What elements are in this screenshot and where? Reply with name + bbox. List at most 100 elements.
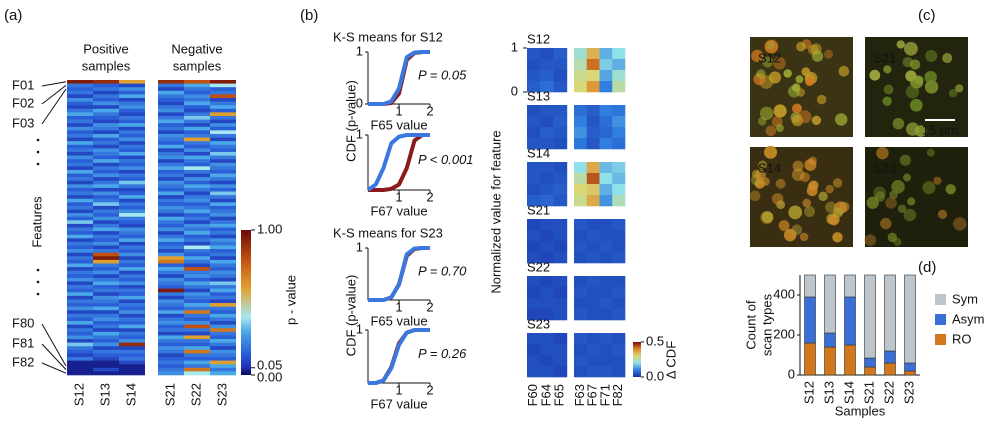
- cell-blob: [804, 206, 816, 217]
- heatmap-cell: [540, 70, 554, 82]
- heatmap-cell: [93, 274, 119, 279]
- heatmap-cell: [119, 126, 145, 131]
- heatmap-cell: [67, 133, 93, 138]
- bar-segment: [864, 366, 876, 376]
- heatmap-cell: [67, 285, 93, 289]
- heatmap-cell: [586, 105, 600, 117]
- heatmap-cell: [93, 205, 119, 210]
- heatmap-cell: [184, 349, 210, 354]
- heatmap-cell: [119, 288, 145, 293]
- heatmap-cell: [184, 259, 210, 264]
- heatmap-cell: [67, 184, 93, 189]
- heatmap-cell: [184, 324, 210, 329]
- heatmap-cell: [553, 116, 568, 128]
- heatmap-cell: [93, 231, 119, 235]
- heatmap-cell: [119, 155, 145, 160]
- heatmap-cell: [119, 90, 145, 95]
- heatmap-cell: [210, 108, 236, 113]
- x-tick-label: F60: [525, 384, 540, 406]
- heatmap-cell: [119, 346, 145, 351]
- cell-blob: [787, 85, 801, 98]
- heatmap-cell: [210, 342, 236, 347]
- heatmap-cell: [184, 184, 210, 189]
- heatmap-cell: [119, 202, 145, 207]
- heatmap-cell: [210, 357, 236, 361]
- heatmap-cell: [527, 333, 541, 345]
- heatmap-cell: [93, 115, 119, 120]
- heatmap-cell: [184, 223, 210, 228]
- heatmap-cell: [158, 141, 184, 146]
- bar-segment: [864, 274, 876, 359]
- cell-blob: [759, 106, 774, 121]
- heatmap-cell: [93, 303, 119, 307]
- heatmap-cell: [574, 162, 588, 174]
- heatmap-cell: [540, 173, 554, 185]
- heatmap-cell: [93, 277, 119, 282]
- image-label: S12: [758, 50, 781, 65]
- cell-blob: [761, 177, 770, 186]
- heatmap-cell: [67, 108, 93, 113]
- heatmap-cell: [119, 195, 145, 200]
- heatmap-cell: [184, 371, 210, 376]
- cell-blob: [864, 234, 877, 246]
- heatmap-cell: [158, 184, 184, 189]
- x-tick-label: S14: [841, 381, 856, 404]
- heatmap-cell: [184, 274, 210, 279]
- heatmap-cell: [67, 342, 93, 347]
- axes: [799, 275, 920, 376]
- heatmap-cell: [158, 306, 184, 311]
- legend-label: Sym: [952, 291, 978, 306]
- heatmap-cell: [67, 119, 93, 124]
- heatmap-cell: [67, 292, 93, 297]
- heatmap-cell: [67, 303, 93, 307]
- cell-blob: [751, 49, 764, 63]
- heatmap-cell: [67, 223, 93, 228]
- x-tick-label: S21: [861, 381, 876, 404]
- heatmap-cell: [67, 335, 93, 340]
- heatmap-cell: [93, 159, 119, 164]
- heatmap-cell: [67, 209, 93, 214]
- group-title: samples: [173, 58, 222, 73]
- x-tick-label: S23: [901, 381, 916, 404]
- heatmap-cell: [93, 87, 119, 92]
- heatmap-cell: [67, 274, 93, 279]
- heatmap-cell: [612, 366, 626, 378]
- row-label: F82: [12, 354, 34, 369]
- heatmap-cell: [67, 324, 93, 329]
- heatmap-cell: [67, 101, 93, 106]
- heatmap-cell: [612, 138, 626, 150]
- heatmap-cell: [210, 198, 236, 203]
- heatmap-cell: [119, 83, 145, 88]
- heatmap-cell: [67, 144, 93, 149]
- heatmap-cell: [93, 288, 119, 293]
- heatmap-cell: [93, 227, 119, 232]
- heatmap-cell: [210, 241, 236, 246]
- cell-blob: [897, 204, 907, 214]
- heatmap-cell: [119, 148, 145, 153]
- heatmap-cell: [210, 148, 236, 153]
- heatmap-cell: [67, 310, 93, 315]
- heatmap-cell: [119, 191, 145, 196]
- x-tick-label: F65: [552, 384, 567, 406]
- heatmap-cell: [574, 116, 588, 128]
- heatmap-cell: [93, 339, 119, 343]
- cell-blob: [907, 197, 916, 206]
- heatmap-cell: [158, 159, 184, 164]
- heatmap-cell: [119, 177, 145, 182]
- heatmap-cell: [540, 184, 554, 196]
- heatmap-cell: [93, 184, 119, 189]
- cdf-line: [368, 50, 430, 106]
- heatmap-cell: [67, 357, 93, 361]
- heatmap-cell: [184, 83, 210, 88]
- x-tick-label: 2: [426, 382, 433, 397]
- heatmap-cell: [586, 59, 600, 71]
- heatmap-cell: [184, 209, 210, 214]
- heatmap-cell: [93, 123, 119, 128]
- heatmap-cell: [93, 353, 119, 358]
- heatmap-cell: [553, 173, 568, 185]
- heatmap-cell: [158, 267, 184, 271]
- heatmap-cell: [210, 267, 236, 271]
- heatmap-cell: [158, 209, 184, 214]
- heatmap-cell: [119, 357, 145, 361]
- heatmap-cell: [67, 137, 93, 142]
